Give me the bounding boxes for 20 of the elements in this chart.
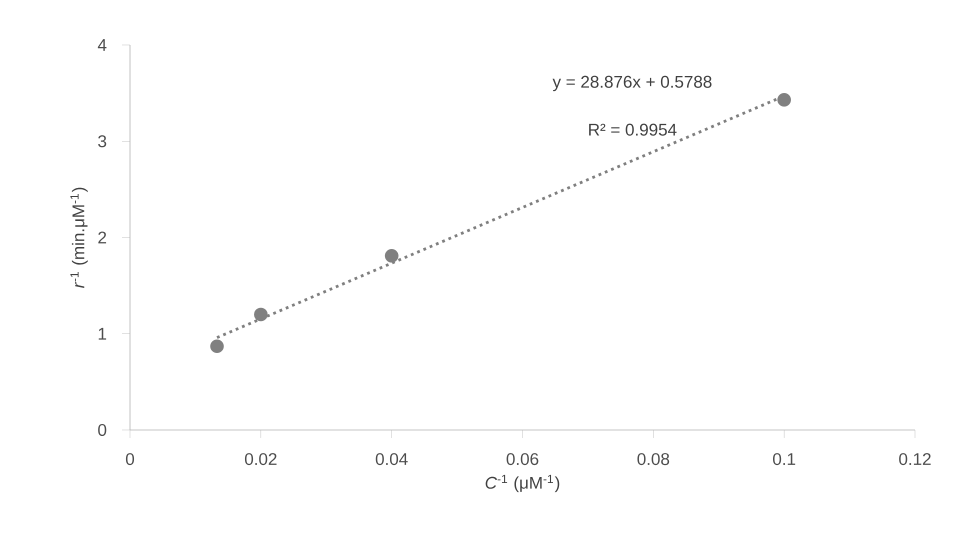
y-tick-label: 4 (98, 39, 106, 51)
point (384, 248, 398, 263)
x-axis-title: C$^{-1}$ (μM$^{-1}$) (486, 474, 560, 492)
x-tick-label: 0.02 (244, 453, 277, 466)
x-tick-label: 0.12 (899, 453, 931, 466)
annotation: R² = 0.9954 (589, 124, 677, 136)
y-tick-label: 3 (98, 135, 106, 148)
point (210, 339, 224, 354)
point (254, 308, 268, 322)
x-tick-label: 0.06 (506, 453, 538, 466)
x-tick-label: 0 (126, 453, 134, 466)
x-tick-label: 0.04 (376, 453, 408, 466)
y-tick-label: 2 (98, 232, 106, 244)
y-tick-label: 0 (98, 424, 106, 436)
x-tick-label: 0.1 (773, 453, 796, 466)
y-axis-title: r$^{-1}$ (min.μM$^{-1}$) (70, 188, 88, 288)
y-tick-label: 1 (98, 328, 106, 340)
x-tick-label: 0.08 (637, 453, 670, 466)
point (777, 93, 791, 107)
annotation: y = 28.876x + 0.5788 (552, 76, 712, 92)
